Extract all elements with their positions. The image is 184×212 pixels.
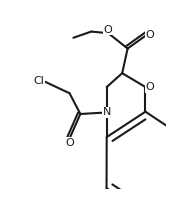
Text: O: O [104, 25, 113, 35]
Text: Cl: Cl [33, 76, 44, 86]
Text: N: N [102, 107, 111, 117]
Text: O: O [65, 138, 74, 148]
Text: O: O [146, 30, 155, 40]
Text: O: O [145, 82, 154, 92]
